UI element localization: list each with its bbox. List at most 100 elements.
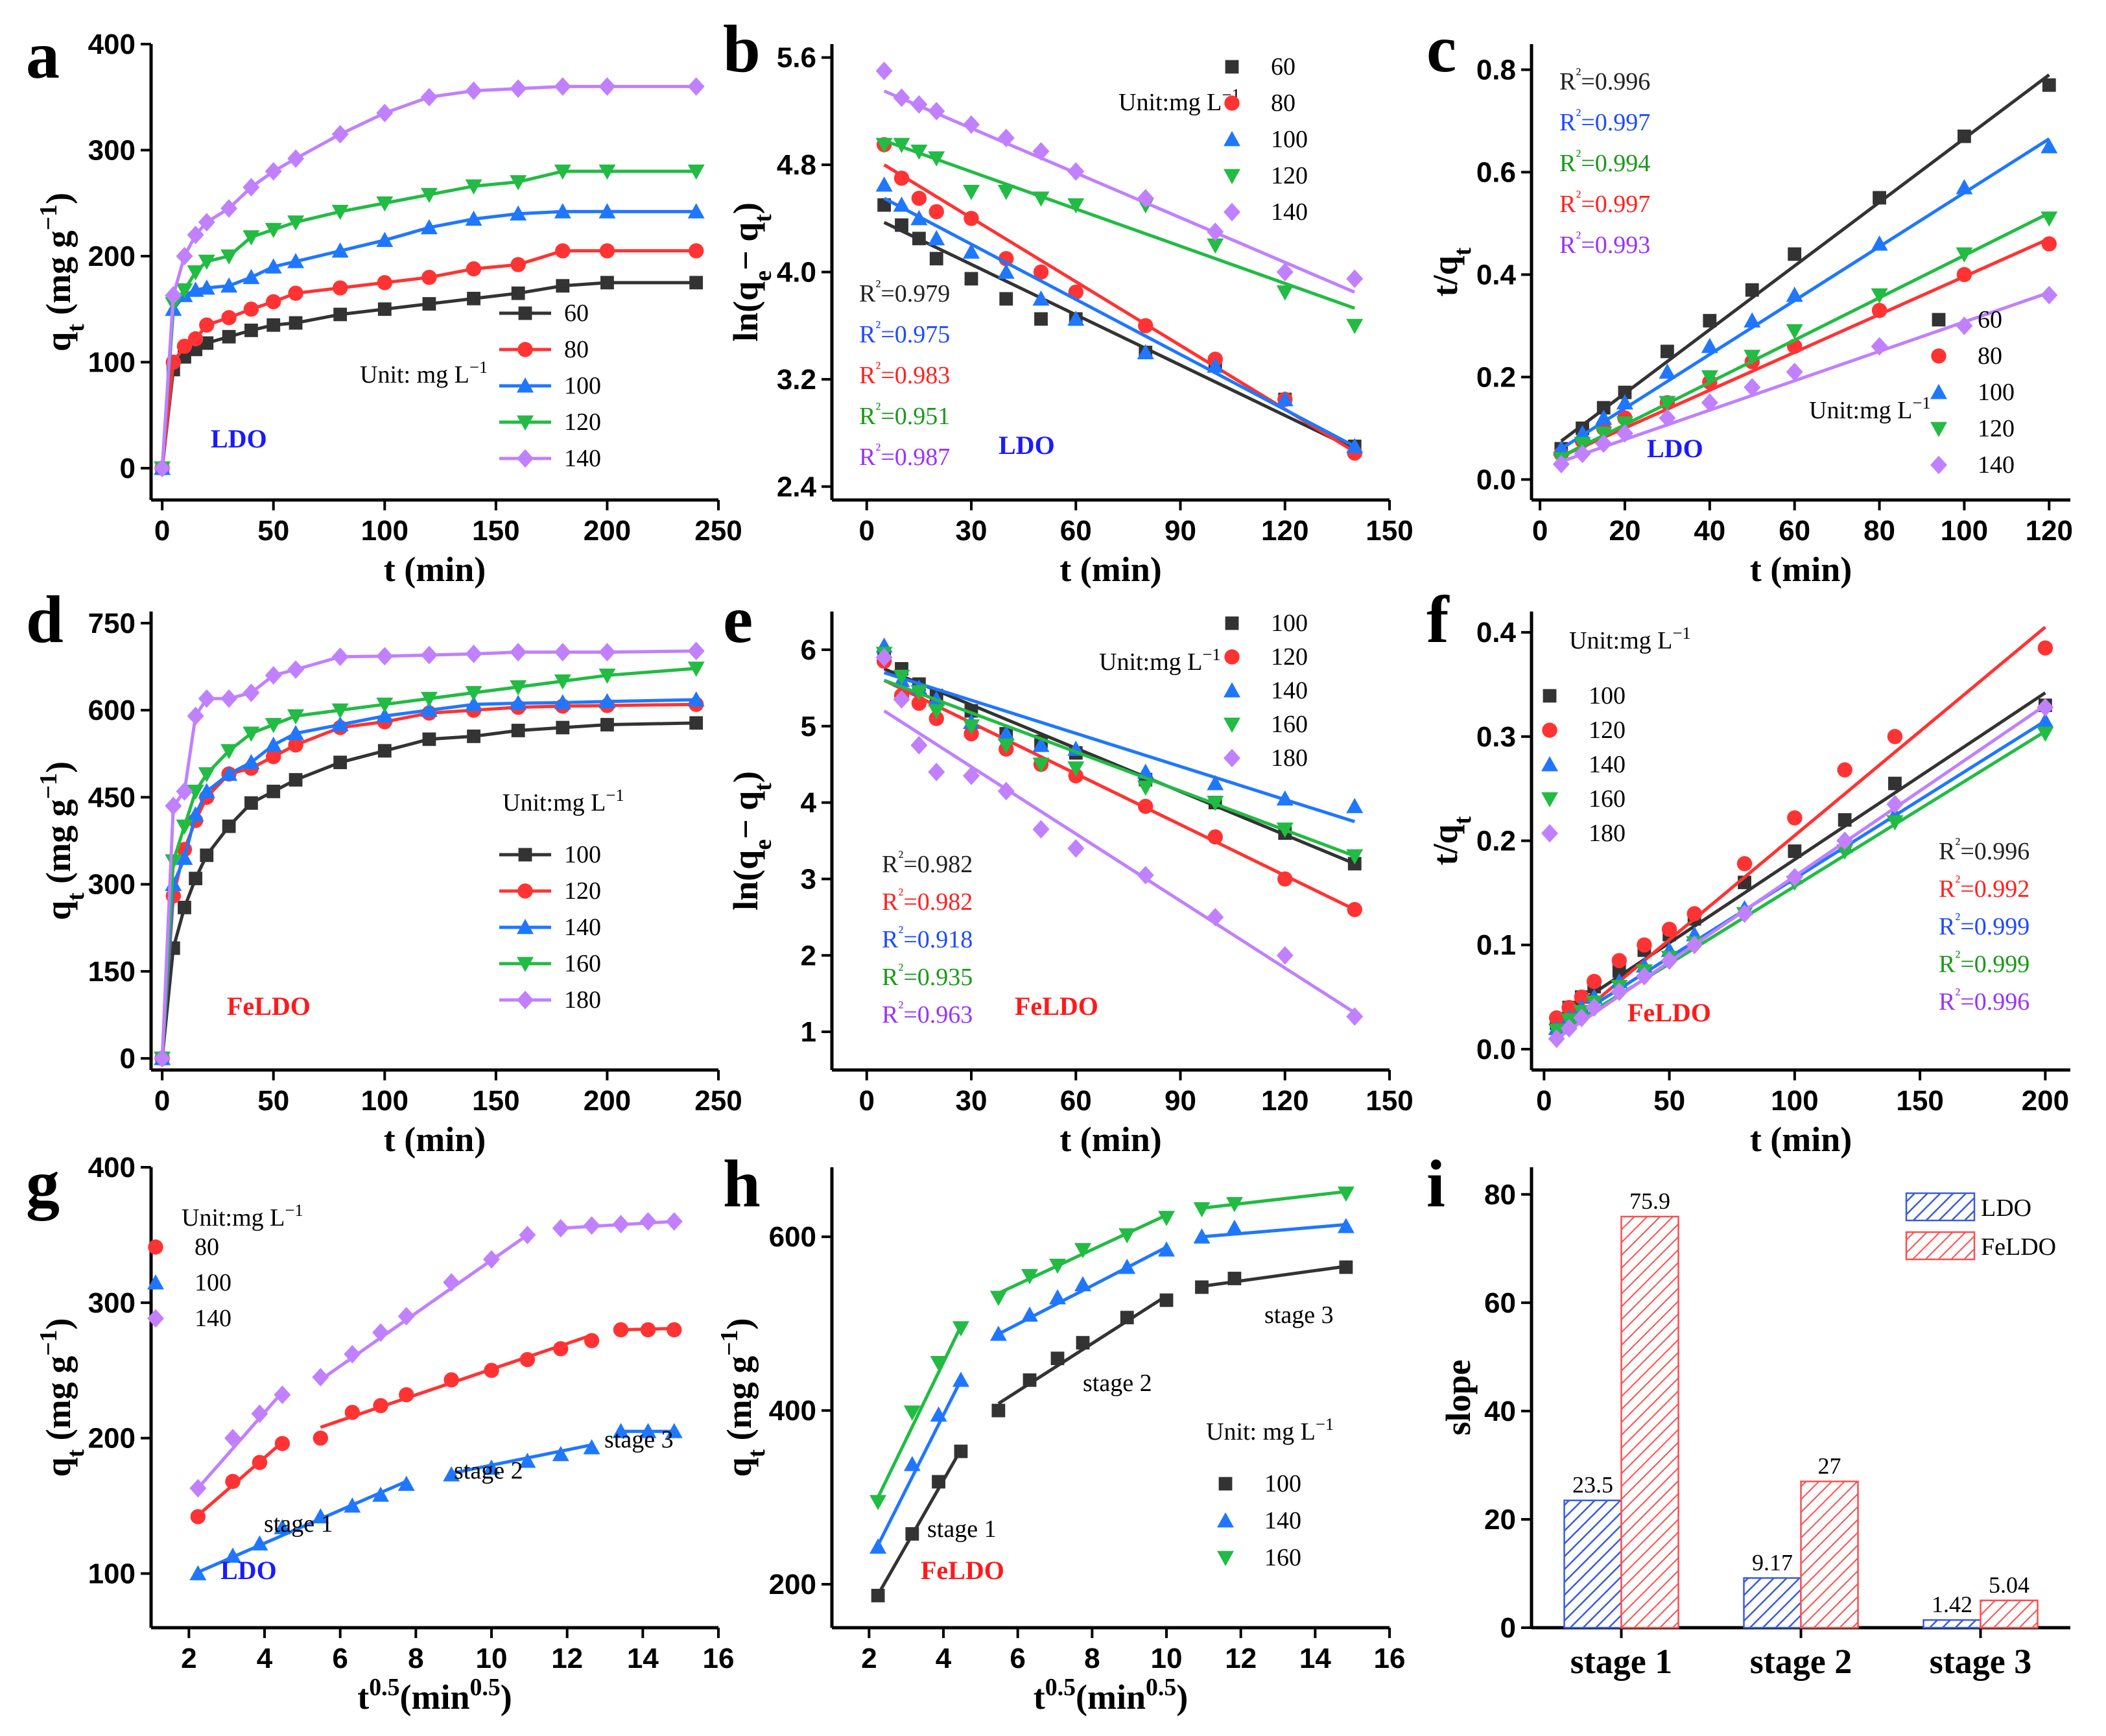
panel-a-legend-label: 120 [564, 409, 601, 436]
panel-c-point-140 [1744, 377, 1761, 397]
panel-f-legend-marker [1542, 722, 1557, 738]
panel-b-legend: Unit:mg L−1 60 80 100 120 140 [1118, 53, 1308, 226]
panel-h-x-tick-label: 14 [1299, 1643, 1331, 1674]
panel-c-series-140 [1552, 285, 2058, 474]
panel-c-r2-label: R²=0.996 [1559, 64, 1650, 95]
panel-g-fit-140-stage-1 [196, 1390, 284, 1490]
panel-b-point-120 [1276, 285, 1294, 301]
panel-c-point-100 [1786, 287, 1803, 302]
panel-a-point-140 [287, 149, 305, 168]
panel-f-point-120 [1561, 999, 1577, 1016]
panel-b-point-140 [1137, 189, 1154, 208]
panel-d-point-100 [222, 819, 236, 833]
panel-a-point-100 [687, 203, 705, 219]
panel-h-legend-title: Unit: mg L−1 [1206, 1414, 1334, 1445]
panel-d-point-160 [187, 785, 204, 800]
panel-f-legend-label: 180 [1589, 820, 1626, 847]
panel-h-point-140 [1337, 1218, 1355, 1233]
panel-h-legend-label: 140 [1264, 1507, 1301, 1534]
panel-c-series-100 [1552, 137, 2058, 456]
panel-g-fit-80-stage-1 [196, 1441, 284, 1517]
panel-a-point-120 [510, 175, 527, 191]
panel-c-legend-marker [1930, 384, 1947, 399]
panel-b-x-tick-label: 150 [1366, 515, 1413, 547]
panel-i-y-title: slope [1439, 1359, 1478, 1435]
panel-e-point-140 [997, 725, 1015, 741]
panel-e-r2-label: R²=0.963 [882, 997, 973, 1029]
panel-e-x-tick-label: 0 [859, 1085, 875, 1117]
panel-a-x-tick-label: 150 [472, 515, 519, 547]
panel-e-y-tick-label: 4 [801, 787, 817, 819]
panel-a-point-140 [554, 77, 571, 96]
panel-i-bar-value-label: 75.9 [1629, 1188, 1670, 1214]
panel-g-point-140 [397, 1307, 415, 1326]
panel-g-point-140 [612, 1215, 630, 1234]
panel-g-x-tick-label: 4 [257, 1643, 273, 1674]
panel-e-point-180 [875, 648, 893, 667]
panel-c-series-120 [1552, 211, 2058, 468]
panel-c-x-tick-label: 40 [1694, 515, 1725, 547]
panel-f-point-120 [1586, 973, 1602, 990]
panel-g-legend: Unit:mg L−180 100 140 [147, 1200, 303, 1332]
panel-g-stage-label: stage 1 [264, 1510, 333, 1538]
panel-a-y-tick-label: 200 [88, 241, 136, 272]
panel-d-point-100 [689, 716, 704, 730]
panel-b-y-tick-label: 3.2 [777, 364, 816, 396]
panel-a-x-tick-label: 250 [694, 515, 742, 547]
panel-i-bar-value-label: 9.17 [1752, 1549, 1793, 1575]
panel-b-point-100 [1276, 390, 1294, 407]
panel-b-legend-marker [1224, 95, 1240, 111]
panel-i-letter: i [1426, 1147, 1445, 1221]
panel-b-point-100 [1067, 310, 1085, 326]
panel-c-point-100 [1744, 312, 1761, 327]
panel-d-legend-marker [517, 990, 534, 1010]
panel-i-category-label: stage 3 [1930, 1642, 2031, 1681]
panel-g-y-tick-label: 300 [88, 1287, 136, 1319]
panel-f-point-120 [2037, 640, 2053, 656]
panel-e-fit-120 [883, 678, 1356, 911]
panel-a-point-60 [266, 318, 281, 332]
panel-d-point-180 [165, 796, 182, 816]
panel-f-r2-label: R²=0.999 [1939, 909, 2029, 940]
panel-c-x-tick-label: 60 [1779, 515, 1810, 547]
panel-f-point-180 [1886, 794, 1904, 814]
panel-b-legend-marker [1224, 202, 1240, 222]
panel-c-point-140 [1616, 424, 1633, 443]
panel-e-point-140 [1346, 798, 1364, 813]
panel-b-y-tick-label: 2.4 [777, 471, 817, 503]
panel-a-point-120 [265, 222, 282, 239]
panel-b-point-100 [910, 209, 928, 226]
panel-d-point-180 [287, 660, 305, 679]
panel-g-point-140 [372, 1323, 390, 1342]
panel-d-letter: d [26, 582, 64, 657]
panel-e-fit-160 [883, 678, 1356, 858]
panel-h-point-100 [1159, 1293, 1174, 1307]
panel-i-bar-FeLDO [1980, 1599, 2039, 1629]
panel-f-point-180 [1686, 935, 1703, 955]
panel-h-x-tick-label: 10 [1151, 1643, 1183, 1674]
panel-c-x-tick-label: 80 [1863, 515, 1895, 547]
panel-i-y-tick-label: 40 [1484, 1396, 1516, 1427]
panel-d-series-140 [154, 691, 705, 1065]
panel-c-fit-100 [1560, 137, 2050, 451]
panel-a-point-60 [600, 276, 614, 290]
panel-c-point-80 [2041, 236, 2057, 252]
panel-f-fit-140 [1556, 719, 2046, 1030]
panel-f-point-100 [1612, 964, 1626, 978]
panel-e-point-180 [1207, 908, 1224, 927]
panel-f-y-tick-label: 0.0 [1476, 1034, 1516, 1065]
panel-a-legend-label: 60 [564, 300, 589, 327]
panel-a-point-120 [331, 204, 349, 220]
panel-a-point-140 [154, 458, 171, 478]
panel-h-point-160 [870, 1495, 887, 1510]
panel-b-legend-marker [1225, 60, 1239, 74]
panel-c-point-60 [1873, 191, 1886, 205]
panel-a-point-60 [467, 291, 480, 305]
panel-b-point-140 [963, 115, 980, 134]
panel-b-x-title: t (min) [1059, 550, 1161, 589]
panel-b-r2-label: R²=0.979 [859, 276, 950, 307]
panel-a-point-140 [265, 161, 282, 181]
panel-f-point-180 [1736, 904, 1753, 923]
panel-b-x-tick-label: 30 [956, 515, 988, 547]
panel-d: d 0 50 100 150 200 250 0 150 300 450 600 750 t (min) q… [26, 582, 742, 1159]
